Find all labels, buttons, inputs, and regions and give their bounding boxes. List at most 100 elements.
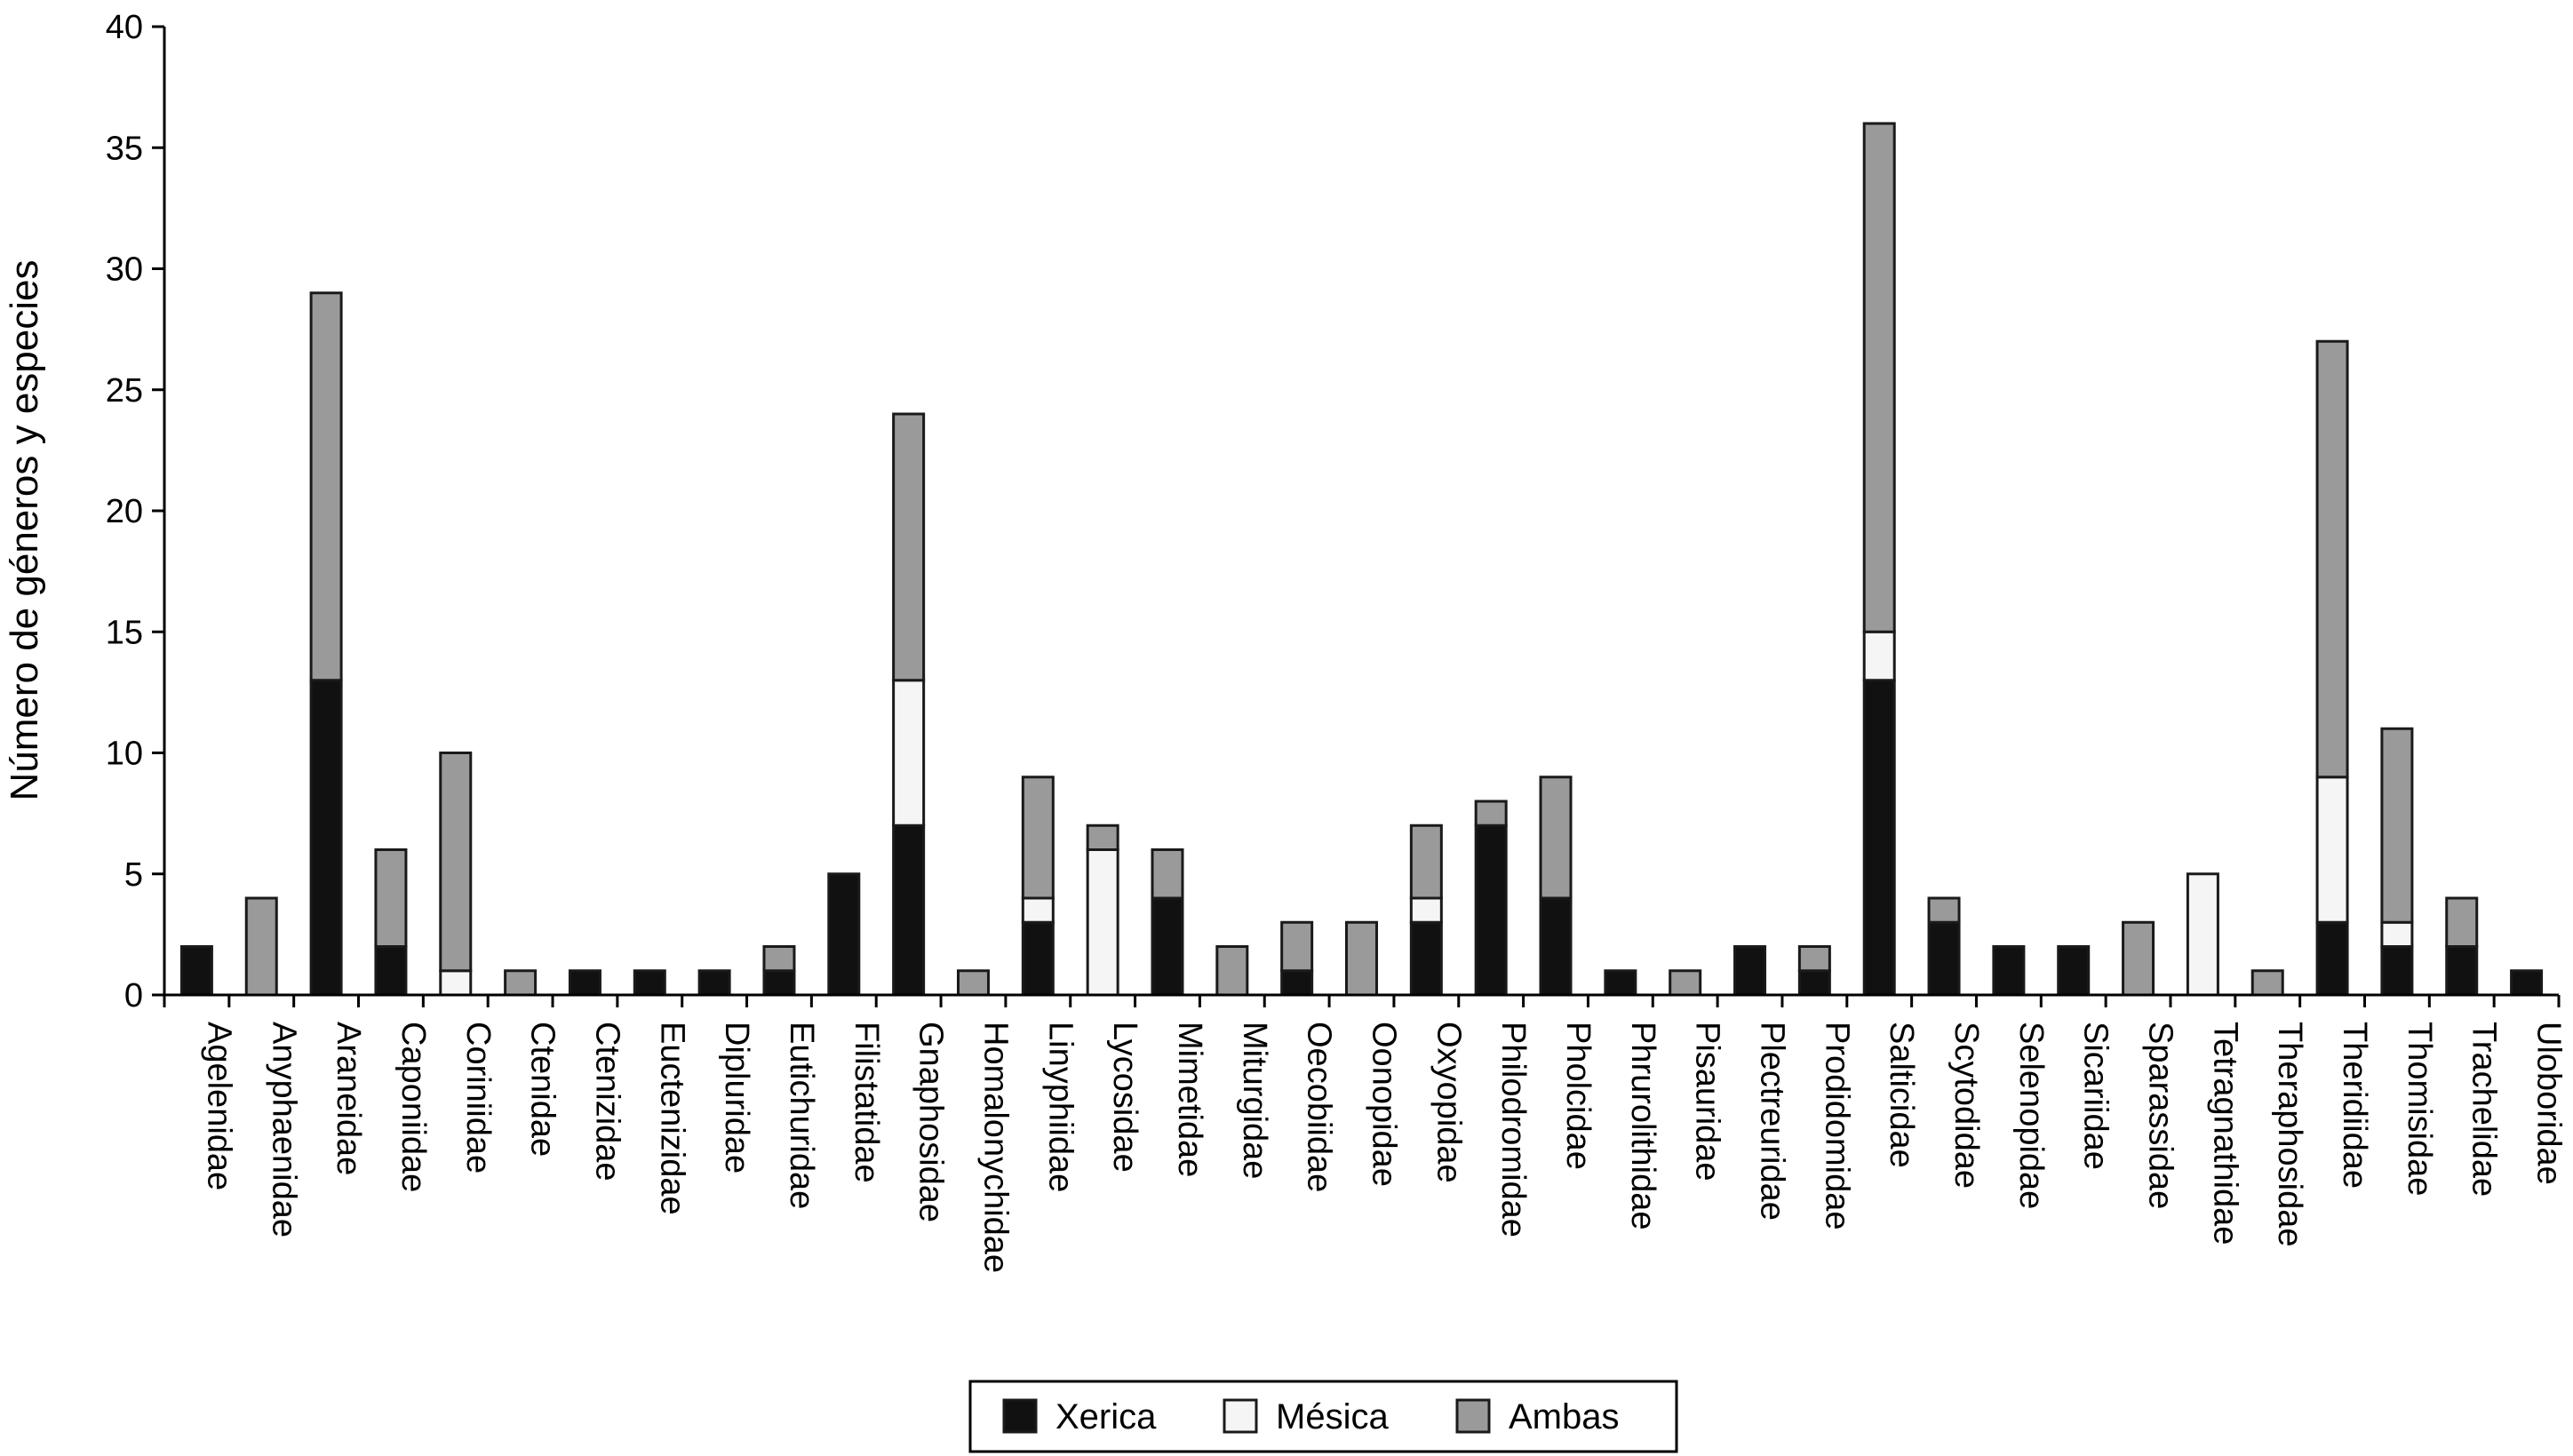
bar-ambas-oxyopidae — [1409, 823, 1443, 900]
x-tick-label: Pisauridae — [1689, 1022, 1726, 1182]
bar-mesica-salticidae — [1862, 630, 1896, 682]
bar-ambas-theridiidae — [2315, 339, 2349, 779]
x-tick-label: Agelenidae — [200, 1022, 237, 1190]
bar-ambas-theraphosidae — [2250, 969, 2284, 997]
x-tick-label: Oecobiidae — [1301, 1022, 1338, 1192]
y-tick-label: 30 — [106, 251, 143, 289]
bar-xerica-linyphiidae — [1021, 920, 1055, 997]
bar-ambas-pisauridae — [1669, 969, 1702, 997]
bar-xerica-oxyopidae — [1409, 920, 1443, 997]
x-tick-label: Phrurolithidae — [1624, 1022, 1661, 1229]
bar-xerica-filistatidae — [827, 872, 861, 997]
bar-xerica-ctenizidae — [568, 969, 601, 997]
legend-swatch-0 — [1002, 1398, 1038, 1434]
bar-xerica-eutichuridae — [762, 969, 796, 997]
bar-ambas-mimetidae — [1151, 848, 1184, 900]
x-tick-label: Miturgidae — [1236, 1022, 1273, 1179]
x-tick-label: Salticidae — [1883, 1022, 1920, 1168]
x-tick-label: Linyphiidae — [1041, 1022, 1079, 1192]
x-tick-label: Anyphaenidae — [265, 1022, 302, 1237]
bar-xerica-dipluridae — [697, 969, 731, 997]
bar-xerica-agelenidae — [179, 945, 213, 997]
bar-xerica-phrurolithidae — [1604, 969, 1637, 997]
bar-ambas-ctenidae — [504, 969, 538, 997]
bar-ambas-miturgidae — [1215, 945, 1249, 997]
bar-xerica-trachelidae — [2445, 945, 2479, 997]
y-tick-label: 35 — [106, 130, 143, 167]
x-tick-label: Filistatidae — [848, 1022, 885, 1183]
x-tick-label: Selenopidae — [2012, 1022, 2050, 1209]
bar-xerica-plectreuridae — [1733, 945, 1767, 997]
legend-swatch-2 — [1455, 1398, 1491, 1434]
bar-xerica-gnaphosidae — [892, 823, 926, 997]
x-tick-label: Lycosidae — [1106, 1022, 1143, 1173]
x-tick-label: Sparassidae — [2142, 1022, 2179, 1209]
bar-mesica-oxyopidae — [1409, 896, 1443, 924]
bar-xerica-philodromidae — [1474, 823, 1508, 997]
bar-mesica-linyphiidae — [1021, 896, 1055, 924]
bar-xerica-euctenizidae — [633, 969, 666, 997]
x-tick-label: Tetragnathidae — [2206, 1022, 2243, 1245]
legend-swatch-1 — [1223, 1398, 1258, 1434]
bar-ambas-sparassidae — [2122, 920, 2155, 997]
x-tick-label: Ctenizidae — [588, 1022, 625, 1182]
x-tick-label: Ctenidae — [524, 1022, 562, 1157]
bar-xerica-sicariidae — [2057, 945, 2091, 997]
bar-ambas-prodidomidae — [1797, 945, 1831, 973]
bar-ambas-linyphiidae — [1021, 776, 1055, 900]
bar-mesica-theridiidae — [2315, 776, 2349, 924]
y-tick-label: 15 — [106, 614, 143, 651]
bar-ambas-anyphaenidae — [244, 896, 278, 997]
x-tick-label: Thomisidae — [2401, 1022, 2438, 1196]
bar-ambas-oonopidae — [1345, 920, 1378, 997]
bar-xerica-theridiidae — [2315, 920, 2349, 997]
bar-ambas-trachelidae — [2445, 896, 2479, 948]
bar-ambas-oecobiidae — [1280, 920, 1314, 973]
legend-label: Ambas — [1509, 1397, 1620, 1436]
x-tick-label: Oonopidae — [1366, 1022, 1403, 1187]
legend-box — [968, 1380, 1678, 1453]
bar-ambas-homalonychidae — [956, 969, 990, 997]
bar-xerica-prodidomidae — [1797, 969, 1831, 997]
y-tick-label: 0 — [124, 977, 143, 1014]
bar-xerica-thomisidae — [2380, 945, 2414, 997]
x-tick-label: Prodidomidae — [1818, 1022, 1855, 1229]
legend-label: Mésica — [1276, 1397, 1389, 1436]
bar-ambas-pholcidae — [1539, 776, 1573, 900]
x-tick-label: Sicariidae — [2077, 1022, 2115, 1170]
bar-mesica-gnaphosidae — [892, 679, 926, 827]
y-axis: 0 5 10 15 20 25 30 35 40 — [106, 9, 166, 1014]
bar-mesica-thomisidae — [2380, 920, 2414, 948]
x-tick-label: Theridiidae — [2336, 1022, 2373, 1189]
y-tick-label: 40 — [106, 9, 143, 46]
bar-ambas-eutichuridae — [762, 945, 796, 973]
bar-ambas-araneidae — [309, 291, 343, 682]
y-tick-label: 5 — [124, 856, 143, 894]
bar-ambas-coriniidae — [439, 752, 473, 973]
bar-ambas-philodromidae — [1474, 800, 1508, 827]
y-tick-label: 20 — [106, 493, 143, 530]
bar-xerica-selenopidae — [1992, 945, 2026, 997]
bars — [179, 122, 2544, 997]
bar-ambas-scytodidae — [1927, 896, 1961, 924]
bar-mesica-lycosidae — [1086, 848, 1119, 997]
bar-xerica-caponiidae — [374, 945, 408, 997]
bar-xerica-araneidae — [309, 679, 343, 997]
bar-mesica-coriniidae — [439, 969, 473, 997]
bar-xerica-scytodidae — [1927, 920, 1961, 997]
x-tick-label: Theraphosidae — [2271, 1022, 2308, 1247]
x-tick-label: Oxyopidae — [1430, 1022, 1467, 1183]
bar-xerica-mimetidae — [1151, 896, 1184, 997]
bar-mesica-tetragnathidae — [2186, 872, 2219, 997]
y-tick-label: 10 — [106, 736, 143, 773]
x-axis: Agelenidae Anyphaenidae Araneidae Caponiida… — [163, 993, 2568, 1273]
bar-ambas-thomisidae — [2380, 727, 2414, 924]
bar-ambas-salticidae — [1862, 122, 1896, 633]
x-tick-label: Homalonychidae — [976, 1022, 1014, 1273]
x-tick-label: Caponiidae — [394, 1022, 432, 1192]
x-tick-label: Philodromidae — [1494, 1022, 1532, 1237]
x-tick-label: Coriniidae — [459, 1022, 497, 1174]
legend-label: Xerica — [1055, 1397, 1157, 1436]
x-tick-label: Pholcidae — [1559, 1022, 1597, 1170]
